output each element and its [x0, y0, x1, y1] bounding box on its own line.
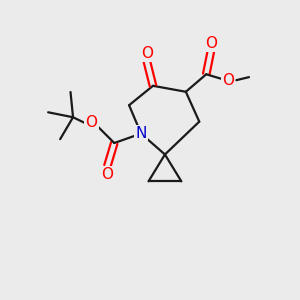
Text: O: O: [205, 36, 217, 51]
Text: O: O: [85, 115, 98, 130]
Text: N: N: [135, 126, 147, 141]
Text: O: O: [222, 73, 234, 88]
Text: O: O: [141, 46, 153, 61]
Text: O: O: [101, 167, 113, 182]
